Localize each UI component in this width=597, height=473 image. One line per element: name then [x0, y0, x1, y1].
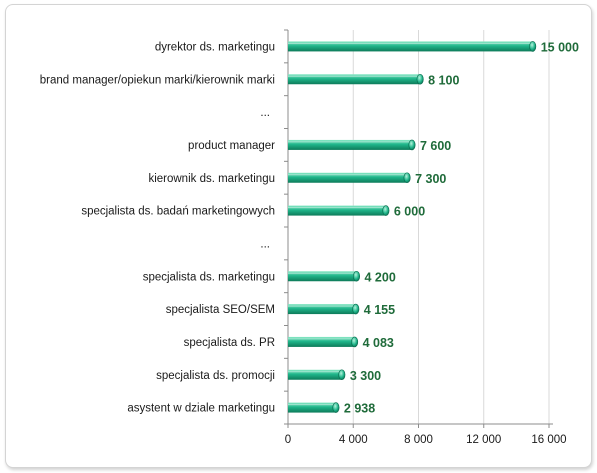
bar: [288, 369, 342, 380]
axis-layer: 0 4 000 8 000 12 000 16 000: [284, 29, 567, 446]
bar: [288, 271, 357, 282]
data-label: 7 300: [415, 172, 446, 186]
bar: [288, 336, 355, 347]
category-label: kierownik ds. marketingu: [148, 173, 275, 185]
data-label: 4 200: [365, 270, 396, 284]
x-tick-label: 4 000: [339, 434, 368, 446]
bar: [288, 139, 412, 150]
bar: [288, 205, 386, 216]
bar: [288, 41, 533, 52]
bar-end-cap: [529, 41, 537, 52]
category-label: specjalista ds. PR: [184, 337, 275, 349]
data-label: 4 155: [364, 303, 395, 317]
x-tick-label: 0: [285, 434, 291, 446]
data-label: 15 000: [541, 40, 579, 54]
category-label: brand manager/opiekun marki/kierownik ma…: [40, 74, 275, 86]
bar-layer: [288, 41, 537, 413]
bar-end-cap: [351, 336, 359, 348]
bar-end-cap: [353, 270, 361, 282]
category-label: specjalista ds. marketingu: [143, 271, 275, 283]
data-label: 7 600: [420, 139, 451, 153]
data-label: 2 938: [344, 402, 375, 416]
x-tick-label: 12 000: [466, 434, 501, 446]
bar-end-cap: [338, 369, 346, 381]
category-label: asystent w dziale marketingu: [127, 403, 275, 415]
bar-end-cap: [382, 205, 390, 216]
bar: [288, 172, 408, 183]
x-tick-label: 8 000: [404, 434, 433, 446]
bar-end-cap: [408, 139, 416, 151]
data-label: 6 000: [394, 205, 425, 219]
data-label: 3 300: [350, 369, 381, 383]
bar-end-cap: [332, 402, 340, 413]
bar: [288, 74, 421, 85]
bar-end-cap: [352, 303, 360, 315]
bar: [288, 304, 356, 315]
bar: [288, 402, 336, 413]
category-label: ...: [260, 238, 270, 250]
data-label: 8 100: [428, 73, 459, 87]
bar-end-cap: [416, 73, 424, 85]
grid-layer: [352, 30, 550, 424]
category-label: specjalista ds. badań marketingowych: [81, 206, 275, 218]
category-label: specjalista ds. promocji: [156, 370, 275, 382]
bar-end-cap: [403, 172, 411, 184]
category-label: product manager: [188, 140, 275, 152]
label-layer: dyrektor ds. marketingu 15 000 brand manag…: [40, 40, 579, 415]
category-label: ...: [260, 107, 270, 119]
category-label: dyrektor ds. marketingu: [155, 41, 275, 53]
data-label: 4 083: [363, 336, 394, 350]
category-label: specjalista SEO/SEM: [166, 304, 275, 316]
x-tick-label: 16 000: [531, 434, 566, 446]
